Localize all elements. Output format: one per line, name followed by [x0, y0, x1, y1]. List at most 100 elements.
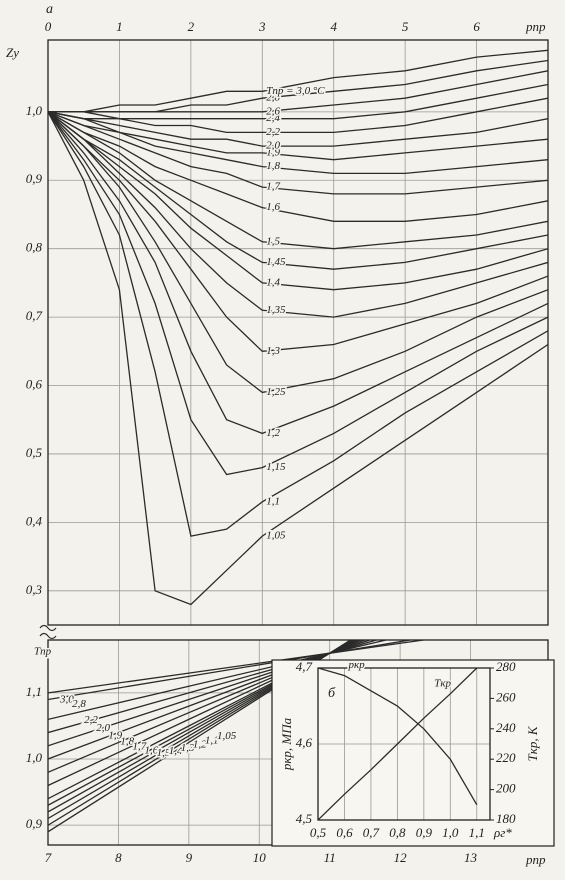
- series-line: [48, 111, 548, 476]
- series-line: [48, 111, 548, 352]
- series-line: [48, 111, 548, 161]
- x-tick-label: 2: [188, 19, 195, 34]
- series-line: [48, 111, 548, 222]
- series-label: 2,0: [266, 140, 280, 152]
- series-label: 1,6: [145, 745, 159, 757]
- series-label: 2,6: [266, 105, 280, 117]
- series-line: [318, 668, 478, 806]
- series-label: 1,8: [266, 160, 280, 172]
- series-line: [48, 640, 415, 701]
- y-tick-label: 4,6: [296, 735, 313, 750]
- series-label: 1,6: [266, 201, 280, 213]
- x-tick-label: 5: [402, 19, 409, 34]
- plot-frame: [47, 39, 549, 626]
- series-label: 1,4: [266, 276, 280, 288]
- y2-tick-label: 220: [496, 750, 516, 765]
- series-label: 1,3: [266, 345, 280, 357]
- series-label: 1,2: [193, 739, 207, 751]
- series-line: [48, 83, 548, 120]
- series-line: [48, 640, 353, 826]
- y2-tick-label: 280: [496, 659, 516, 674]
- series-line: [48, 640, 372, 747]
- series-label: 3,0: [59, 694, 74, 706]
- series-line: [48, 111, 548, 537]
- x-axis-label: ρг*: [493, 825, 512, 840]
- y2-tick-label: 180: [496, 811, 516, 826]
- x-tick-label: 13: [464, 850, 478, 865]
- series-line: [48, 111, 548, 318]
- x-axis-label: pпр: [525, 19, 546, 34]
- x-tick-label: 1,1: [469, 825, 485, 840]
- series-line: [48, 49, 548, 113]
- series-line: [48, 111, 548, 175]
- series-group: [48, 640, 429, 833]
- series-line: [48, 640, 429, 694]
- x-tick-label: 0,8: [389, 825, 406, 840]
- y-tick-label: 0,6: [26, 377, 43, 392]
- series-line: [48, 640, 357, 800]
- y-tick-label: 0,8: [26, 240, 43, 255]
- series-label: 1,05: [217, 730, 237, 742]
- y2-tick-label: 240: [496, 720, 516, 735]
- x-tick-label: 10: [253, 850, 267, 865]
- y2-axis-label: Tкр, К: [525, 725, 540, 761]
- series-label: 1,5: [266, 235, 280, 247]
- y-tick-label: 0,4: [26, 513, 43, 528]
- series-line: [48, 111, 548, 270]
- series-label: 1,25: [266, 386, 286, 398]
- series-line: [48, 111, 548, 435]
- series-line: [48, 111, 548, 250]
- x-tick-label: 6: [473, 19, 480, 34]
- series-line: [48, 111, 548, 147]
- panel-label: б: [328, 686, 336, 701]
- series-line: [48, 97, 548, 134]
- series-label: 1,9: [108, 729, 122, 741]
- x-axis-label: pпр: [525, 852, 546, 867]
- series-line: [48, 111, 548, 291]
- series-label: 1,45: [266, 256, 286, 268]
- y-axis-label: pкр, МПа: [279, 717, 294, 771]
- series-label: 1,1: [205, 735, 219, 747]
- series-label: 1,05: [266, 530, 286, 542]
- y-tick-label: 1,1: [26, 684, 42, 699]
- y-tick-label: 0,5: [26, 445, 43, 460]
- series-label: 1,5: [157, 747, 171, 759]
- series-line: [48, 111, 548, 606]
- series-label: 2,0: [96, 722, 110, 734]
- series-line: [48, 640, 367, 760]
- x-tick-label: 11: [324, 850, 336, 865]
- series-label: 1,9: [266, 146, 280, 158]
- series-line: [48, 111, 548, 195]
- series-label: 1,1: [266, 495, 280, 507]
- plot-frame: [317, 667, 491, 821]
- y-tick-label: 0,9: [26, 816, 43, 831]
- series-line: [48, 640, 356, 806]
- series-line: [48, 640, 389, 721]
- series-line: [48, 111, 548, 394]
- legend-title: Tпр: [34, 646, 52, 658]
- x-tick-label: 12: [394, 850, 408, 865]
- y-tick-label: 1,0: [26, 103, 43, 118]
- series-label: 2,2: [266, 126, 280, 138]
- series-label: Tпр = 3,0 °C: [266, 85, 325, 97]
- y-tick-label: 0,3: [26, 582, 43, 597]
- series-line: [48, 640, 354, 820]
- x-tick-label: 8: [115, 850, 122, 865]
- series-label: pкр: [347, 659, 365, 671]
- x-tick-label: 3: [258, 19, 266, 34]
- y-tick-label: 0,7: [26, 308, 43, 323]
- x-tick-label: 0,5: [310, 825, 327, 840]
- series-label: 1,7: [132, 741, 146, 753]
- y-tick-label: 0,9: [26, 171, 43, 186]
- x-tick-label: 0,9: [416, 825, 433, 840]
- series-line: [48, 59, 548, 113]
- y2-tick-label: 200: [496, 781, 516, 796]
- x-tick-label: 4: [330, 19, 337, 34]
- x-tick-label: 0,7: [363, 825, 380, 840]
- x-tick-label: 0: [45, 19, 52, 34]
- series-line: [48, 640, 352, 833]
- panel-label: а: [46, 2, 53, 17]
- series-line: [48, 640, 379, 734]
